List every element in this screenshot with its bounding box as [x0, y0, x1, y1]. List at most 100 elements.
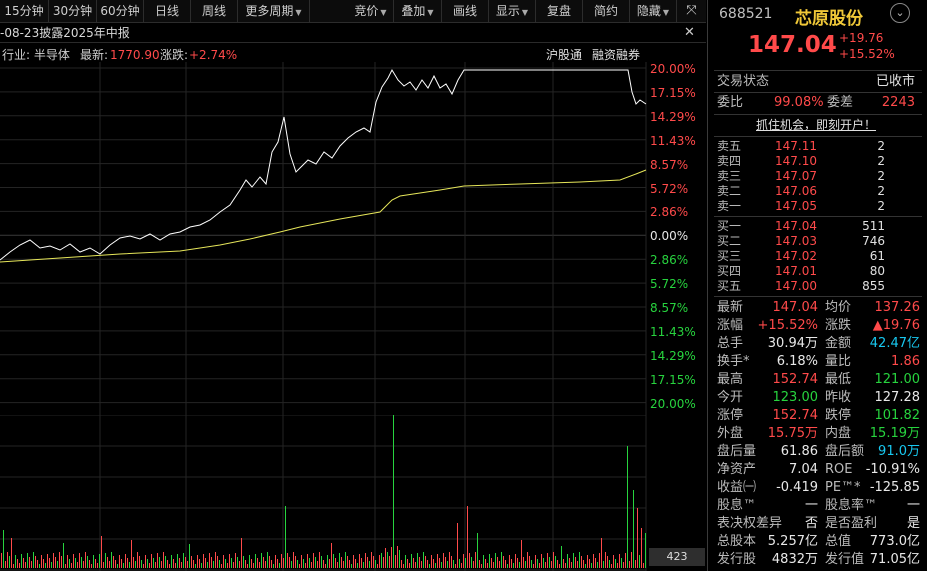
volume-bar	[411, 554, 412, 568]
weekly-button[interactable]: 周线	[191, 0, 238, 22]
volume-bar	[89, 560, 90, 568]
ask-price: 147.10	[775, 154, 817, 168]
volume-bar	[145, 555, 146, 568]
stat-label: 表决权差异	[717, 516, 783, 531]
volume-bar	[75, 558, 76, 568]
volume-bar	[609, 560, 610, 568]
stat-row: 外盘 15.75万 内盘 15.19万	[717, 425, 927, 443]
volume-bar	[633, 490, 634, 568]
auction-button[interactable]: 竞价 ▼	[348, 0, 394, 22]
volume-bar	[101, 536, 102, 568]
chevron-down-icon[interactable]: ⌄	[890, 3, 910, 23]
volume-bar	[319, 552, 320, 568]
volume-bar	[49, 558, 50, 568]
stat-label: 金额	[825, 336, 852, 351]
volume-bar	[495, 553, 496, 568]
overlay-button[interactable]: 叠加 ▼	[394, 0, 442, 22]
stat-label: 量比	[825, 354, 852, 369]
bid-row[interactable]: 买二 147.03 746	[717, 234, 917, 249]
shanghai-connect-link[interactable]: 沪股通	[546, 48, 583, 62]
review-button[interactable]: 复盘	[536, 0, 583, 22]
stat-label: 股息™	[717, 498, 757, 513]
stat-row: 股息™ 一股息率™ 一	[717, 497, 927, 515]
margin-trading-link[interactable]: 融资融券	[592, 48, 641, 62]
ask-row[interactable]: 卖一 147.05 2	[717, 199, 917, 214]
volume-bar	[505, 560, 506, 568]
volume-bar	[169, 564, 170, 568]
volume-bar	[469, 553, 470, 568]
volume-chart[interactable]	[0, 415, 706, 571]
hide-button[interactable]: 隐藏 ▼	[630, 0, 677, 22]
price-line	[0, 68, 647, 261]
simple-button[interactable]: 简约	[583, 0, 630, 22]
volume-bar	[245, 560, 246, 568]
stat-value: 7.04	[789, 462, 818, 477]
bid-row[interactable]: 买五 147.00 855	[717, 279, 917, 294]
volume-bar	[509, 555, 510, 568]
ask-row[interactable]: 卖四 147.10 2	[717, 154, 917, 169]
bid-row[interactable]: 买一 147.04 511	[717, 219, 917, 234]
volume-bar	[249, 555, 250, 568]
bid-volume: 511	[862, 219, 885, 233]
volume-bar	[363, 562, 364, 568]
volume-bar	[77, 562, 78, 568]
display-button[interactable]: 显示 ▼	[489, 0, 536, 22]
stat-value: 15.75万	[767, 426, 818, 441]
volume-bar	[215, 552, 216, 568]
divider	[714, 216, 922, 217]
stat-value: 30.94万	[767, 336, 818, 351]
volume-bar	[15, 555, 16, 568]
volume-bar	[397, 546, 398, 568]
intraday-price-chart[interactable]	[0, 62, 706, 415]
volume-bar	[543, 558, 544, 568]
report-notice[interactable]: -08-23披露2025年中报	[0, 26, 130, 40]
bid-row[interactable]: 买四 147.01 80	[717, 264, 917, 279]
percent-tick-label: 14.29%	[650, 348, 696, 363]
ask-row[interactable]: 卖三 147.07 2	[717, 169, 917, 184]
period-60min-button[interactable]: 60分钟	[97, 0, 144, 22]
stat-row: 净资产 7.04 ROE -10.91%	[717, 461, 927, 479]
chevron-down-icon: ▼	[521, 8, 529, 17]
bid-price: 147.04	[775, 219, 817, 233]
volume-bar	[443, 553, 444, 568]
volume-bar	[197, 555, 198, 568]
bid-row[interactable]: 买三 147.02 61	[717, 249, 917, 264]
volume-bar	[65, 564, 66, 568]
volume-bar	[285, 506, 286, 568]
volume-bar	[53, 553, 54, 568]
auction-label: 竞价	[354, 4, 379, 18]
ask-price: 147.07	[775, 169, 817, 183]
volume-bar	[581, 556, 582, 568]
volume-bar	[307, 554, 308, 568]
more-periods-button[interactable]: 更多周期 ▼	[238, 0, 310, 22]
percent-tick-label: 2.86%	[650, 205, 689, 220]
volume-bar	[381, 553, 382, 568]
volume-bar	[29, 557, 30, 568]
volume-bar	[127, 558, 128, 568]
expand-icon[interactable]: ⤧	[686, 3, 697, 18]
stat-label: 内盘	[825, 426, 852, 441]
volume-bar	[281, 554, 282, 568]
volume-bar	[401, 560, 402, 568]
close-icon[interactable]: ✕	[684, 25, 695, 40]
period-30min-button[interactable]: 30分钟	[49, 0, 97, 22]
ask-row[interactable]: 卖五 147.11 2	[717, 139, 917, 154]
display-label: 显示	[495, 4, 520, 18]
price-change: +19.76	[839, 31, 884, 45]
ask-row[interactable]: 卖二 147.06 2	[717, 184, 917, 199]
draw-line-button[interactable]: 画线	[442, 0, 489, 22]
volume-bar	[157, 553, 158, 568]
industry-label: 行业: 半导体	[2, 48, 70, 62]
period-15min-button[interactable]: 15分钟	[0, 0, 49, 22]
stat-row: 总手 30.94万 金额 42.47亿	[717, 335, 927, 353]
stat-value: 152.74	[772, 408, 819, 423]
volume-bar	[501, 552, 502, 568]
open-account-link[interactable]: 抓住机会，即刻开户！	[756, 118, 877, 132]
volume-bar	[575, 557, 576, 568]
ask-volume: 2	[877, 169, 885, 183]
stat-value: 5.257亿	[767, 534, 818, 549]
volume-bar	[273, 564, 274, 568]
daily-button[interactable]: 日线	[144, 0, 191, 22]
volume-bar	[437, 554, 438, 568]
stat-value: 42.47亿	[869, 336, 920, 351]
